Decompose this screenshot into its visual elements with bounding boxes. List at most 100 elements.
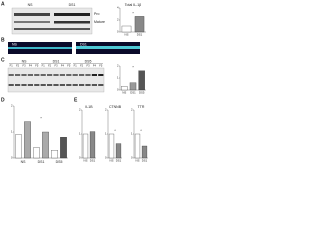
band <box>85 74 91 76</box>
band <box>85 84 91 86</box>
y-tick-label: 2 <box>105 108 107 112</box>
band <box>53 74 59 76</box>
band <box>54 13 90 16</box>
band <box>21 74 27 76</box>
bar <box>108 133 115 159</box>
blot <box>7 67 105 93</box>
band-label: Mature <box>94 20 105 24</box>
lane-label: F2 <box>80 64 84 68</box>
chart-title: CTNNB <box>109 105 122 109</box>
band <box>59 84 65 86</box>
y-tick-label: 1 <box>79 132 81 136</box>
band <box>8 74 14 76</box>
y-tick-label: 2 <box>117 18 119 22</box>
chart-title: Total IL-1β <box>125 3 141 7</box>
x-tick-label: DS1 <box>116 159 122 163</box>
y-tick-label: 1 <box>117 76 119 80</box>
band <box>34 84 40 86</box>
y-tick-label: 0 <box>79 156 81 160</box>
band <box>40 74 46 76</box>
panel-label: C <box>1 57 5 63</box>
x-tick-label: NS <box>122 91 126 95</box>
band <box>15 74 21 76</box>
band <box>47 84 53 86</box>
y-tick-label: 2 <box>131 108 133 112</box>
band <box>98 84 104 86</box>
band <box>79 84 85 86</box>
lane-label: F2 <box>16 64 20 68</box>
bar <box>115 143 122 159</box>
lane-label: F1 <box>74 64 78 68</box>
band <box>91 74 97 76</box>
lane-label: F1 <box>10 64 14 68</box>
band <box>72 74 78 76</box>
band <box>14 21 50 23</box>
panel-label: A <box>1 1 5 7</box>
y-tick-label: 0 <box>105 156 107 160</box>
lane-label: F3 <box>54 64 58 68</box>
band <box>14 13 50 16</box>
band <box>34 74 40 76</box>
band <box>21 84 27 86</box>
panel-label: E <box>74 97 78 103</box>
x-tick-label: NS <box>110 159 114 163</box>
lane-label: F3 <box>86 64 90 68</box>
x-tick-label: DS1 <box>142 159 148 163</box>
x-tick-label: DS1 <box>90 159 96 163</box>
lane-label: F4 <box>93 64 97 68</box>
bar <box>141 145 148 159</box>
y-tick-label: 1 <box>131 132 133 136</box>
y-tick-label: 0 <box>117 88 119 92</box>
band <box>91 84 97 86</box>
group-label: DS1 <box>53 59 60 63</box>
bar <box>51 150 58 159</box>
lane-label: DS1 <box>69 3 76 7</box>
band <box>53 84 59 86</box>
group-label: DS5 <box>85 59 92 63</box>
bar <box>82 133 89 159</box>
lane-label: F3 <box>22 64 26 68</box>
bar <box>42 131 49 159</box>
y-tick-label: 4 <box>117 6 119 10</box>
group-label: DS1 <box>38 160 45 164</box>
annotation: * <box>40 117 42 121</box>
band <box>98 74 104 76</box>
x-tick-label: NS <box>125 33 129 37</box>
lane-label: F1 <box>42 64 46 68</box>
panel-label: D <box>1 97 5 103</box>
x-tick-label: NS <box>136 159 140 163</box>
bar <box>121 86 128 91</box>
band <box>59 74 65 76</box>
band <box>8 84 14 86</box>
bar <box>24 121 31 159</box>
bar <box>138 70 145 91</box>
band <box>79 74 85 76</box>
band <box>40 84 46 86</box>
band <box>47 74 53 76</box>
group-label: NS <box>21 160 27 164</box>
y-tick-label: 0 <box>11 156 13 160</box>
x-tick-label: NS <box>84 159 88 163</box>
y-tick-label: 2 <box>117 64 119 68</box>
lane-label: F4 <box>61 64 65 68</box>
lane-label: NS <box>28 3 34 7</box>
x-tick-label: DS1 <box>130 91 136 95</box>
bar <box>60 137 67 159</box>
band <box>15 84 21 86</box>
annotation: * <box>140 129 142 133</box>
annotation: * <box>132 11 134 15</box>
lane-label: F5 <box>67 64 71 68</box>
annotation: * <box>132 66 134 70</box>
group-label: DS5 <box>56 160 63 164</box>
band-label: Pro <box>94 12 100 16</box>
lane-label: F5 <box>99 64 103 68</box>
bar <box>134 133 141 159</box>
bar <box>121 25 132 33</box>
y-tick-label: 0 <box>131 156 133 160</box>
chart-title: TTR <box>138 105 145 109</box>
annotation: * <box>114 129 116 133</box>
lane-label: F4 <box>29 64 33 68</box>
band <box>72 84 78 86</box>
band <box>66 74 72 76</box>
